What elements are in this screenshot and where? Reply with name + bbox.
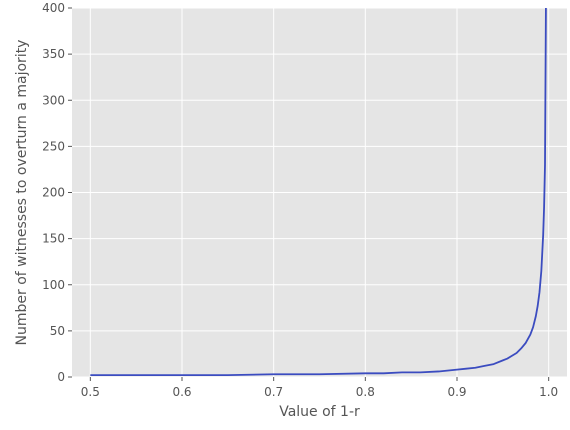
y-tick-label: 50 [50, 324, 65, 338]
x-tick-label: 0.8 [356, 385, 375, 399]
series-line [90, 7, 547, 377]
y-tick-label: 0 [57, 370, 65, 384]
y-tick-label: 100 [42, 278, 65, 292]
grid-lines [72, 7, 567, 378]
y-tick-label: 250 [42, 139, 65, 153]
y-tick-label: 350 [42, 47, 65, 61]
y-tick-label: 200 [42, 186, 65, 200]
series-layer [90, 7, 547, 377]
y-tick-label: 400 [42, 1, 65, 15]
y-tick-label: 150 [42, 232, 65, 246]
x-tick-label: 1.0 [539, 385, 558, 399]
x-tick-label: 0.6 [172, 385, 191, 399]
y-tick-label: 300 [42, 93, 65, 107]
y-axis-label: Number of witnesses to overturn a majori… [14, 40, 30, 346]
x-axis-label: Value of 1-r [279, 404, 360, 420]
y-axis-ticks: 0 50 100 150 200 250 300 350 400 [42, 1, 72, 384]
x-tick-label: 0.5 [81, 385, 100, 399]
x-tick-label: 0.9 [447, 385, 466, 399]
x-axis-ticks: 0.5 0.6 0.7 0.8 0.9 1.0 [81, 377, 558, 399]
x-tick-label: 0.7 [264, 385, 283, 399]
